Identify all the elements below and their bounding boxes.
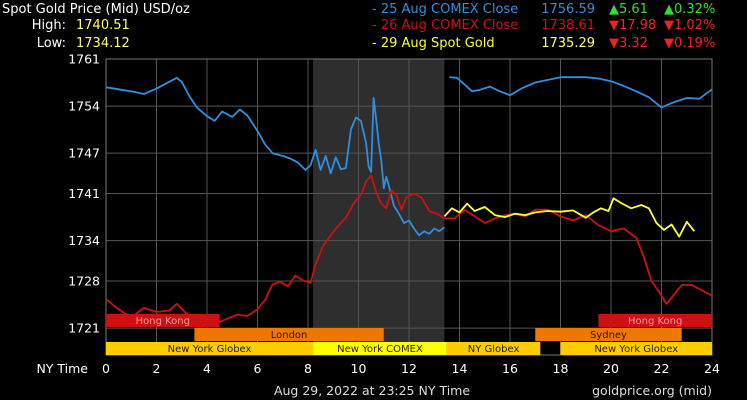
session-label: New York Globex xyxy=(168,344,252,355)
legend-label: - 25 Aug COMEX Close xyxy=(372,2,518,17)
session-label: New York COMEX xyxy=(337,344,423,355)
session-label: NY Globex xyxy=(468,344,520,355)
x-tick-label: 24 xyxy=(704,361,720,376)
series-line xyxy=(105,76,445,237)
legend-change: ▼3.32 xyxy=(609,36,648,51)
legend-label: - 29 Aug Spot Gold xyxy=(372,36,495,51)
session-bar-fill xyxy=(194,328,384,341)
legend-label: - 26 Aug COMEX Close xyxy=(372,18,518,33)
legend-percent: ▲0.32% xyxy=(664,2,715,17)
series-line xyxy=(449,76,713,109)
session-bar-fill xyxy=(106,342,314,355)
x-tick-label: 12 xyxy=(401,361,417,376)
session-bar: Sydney xyxy=(535,328,682,341)
legend-change: ▲5.61 xyxy=(609,2,648,17)
x-tick-label: 6 xyxy=(254,361,262,376)
source-label: goldprice.org (mid) xyxy=(592,383,712,398)
session-label: London xyxy=(271,330,308,341)
x-axis-label: NY Time xyxy=(36,361,88,376)
x-tick-label: 16 xyxy=(502,361,518,376)
legend-row: - 29 Aug Spot Gold 1735.29 ▼3.32 ▼0.19% xyxy=(372,36,715,51)
comex-session-shade xyxy=(313,59,445,355)
legend-percent: ▼1.02% xyxy=(664,18,715,33)
session-bar-fill xyxy=(446,342,541,355)
legend-row: - 25 Aug COMEX Close 1756.59 ▲5.61 ▲0.32% xyxy=(372,2,715,17)
session-bar: New York Globex xyxy=(106,342,314,355)
y-tick-label: 1754 xyxy=(68,99,100,114)
y-tick-label: 1721 xyxy=(68,321,100,336)
y-tick-label: 1728 xyxy=(68,274,100,289)
session-label: Hong Kong xyxy=(628,316,682,327)
session-bar-fill xyxy=(313,342,447,355)
series-line xyxy=(105,174,713,325)
high-value: 1740.51 xyxy=(76,18,130,33)
x-tick-label: 22 xyxy=(654,361,670,376)
chart-title: Spot Gold Price (Mid) USD/oz xyxy=(2,2,190,17)
timestamp: Aug 29, 2022 at 23:25 NY Time xyxy=(274,383,470,398)
legend: - 25 Aug COMEX Close 1756.59 ▲5.61 ▲0.32%- … xyxy=(372,2,715,51)
chart-header: Spot Gold Price (Mid) USD/oz High: 1740.… xyxy=(2,2,190,51)
x-tick-label: 10 xyxy=(351,361,367,376)
x-tick-label: 0 xyxy=(102,361,110,376)
legend-change: ▼17.98 xyxy=(609,18,656,33)
y-tick-label: 1761 xyxy=(68,52,100,67)
x-tick-label: 14 xyxy=(452,361,468,376)
legend-price: 1738.61 xyxy=(541,18,595,33)
session-bar: New York COMEX xyxy=(313,342,447,355)
y-tick-label: 1741 xyxy=(68,186,100,201)
low-label: Low: xyxy=(37,36,66,51)
session-bar-fill xyxy=(535,328,682,341)
session-label: Hong Kong xyxy=(136,316,190,327)
high-label: High: xyxy=(32,18,66,33)
session-bar: New York Globex xyxy=(560,342,712,355)
x-tick-label: 8 xyxy=(304,361,312,376)
session-bar-fill xyxy=(598,314,712,327)
x-tick-label: 20 xyxy=(603,361,619,376)
y-tick-label: 1747 xyxy=(68,146,100,161)
y-tick-label: 1734 xyxy=(68,233,100,248)
legend-price: 1735.29 xyxy=(541,36,595,51)
session-bar: Hong Kong xyxy=(598,314,712,327)
session-bar-fill xyxy=(560,342,712,355)
session-label: Sydney xyxy=(590,330,627,341)
x-tick-label: 2 xyxy=(153,361,161,376)
x-tick-label: 4 xyxy=(203,361,211,376)
legend-percent: ▼0.19% xyxy=(664,36,715,51)
legend-row: - 26 Aug COMEX Close 1738.61 ▼17.98 ▼1.02% xyxy=(372,18,715,33)
x-tick-label: 18 xyxy=(553,361,569,376)
session-bar-fill xyxy=(106,314,220,327)
session-bar: Hong Kong xyxy=(106,314,220,327)
low-value: 1734.12 xyxy=(76,36,130,51)
session-bar: NY Globex xyxy=(446,342,541,355)
series-line xyxy=(443,197,696,238)
session-label: New York Globex xyxy=(594,344,678,355)
chart-footer: Aug 29, 2022 at 23:25 NY Time goldprice.… xyxy=(274,383,712,398)
session-bar: London xyxy=(194,328,384,341)
legend-price: 1756.59 xyxy=(541,2,595,17)
